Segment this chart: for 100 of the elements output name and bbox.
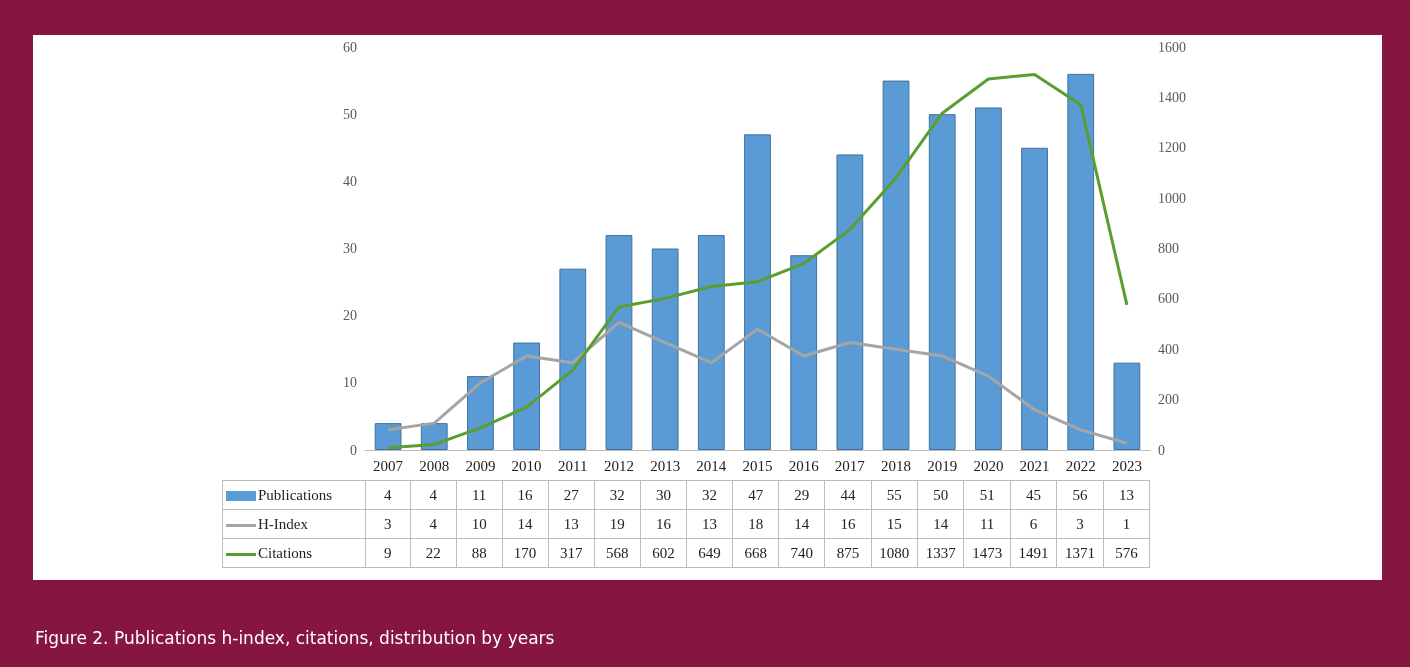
data-label: 13 <box>548 509 595 539</box>
data-label: 576 <box>1103 538 1150 568</box>
y2-tick-label: 200 <box>1158 392 1179 408</box>
y-tick-label: 0 <box>350 442 357 458</box>
y2-tick-label: 400 <box>1158 341 1179 357</box>
bar <box>974 107 1002 450</box>
data-label: 30 <box>640 480 687 510</box>
data-label: 15 <box>871 509 918 539</box>
data-label: 29 <box>778 480 825 510</box>
data-label: 1473 <box>963 538 1011 568</box>
y2-tick-label: 1600 <box>1158 39 1186 55</box>
data-label: 14 <box>778 509 825 539</box>
data-label: 19 <box>594 509 641 539</box>
data-label: 649 <box>686 538 733 568</box>
legend-label: Citations <box>258 544 313 561</box>
y-tick-label: 60 <box>343 39 357 55</box>
x-tick-label: 2014 <box>696 457 727 474</box>
legend-label: Publications <box>258 486 333 503</box>
x-tick-label: 2022 <box>1065 457 1096 474</box>
data-label: 11 <box>963 509 1011 539</box>
y2-tick-label: 600 <box>1158 291 1179 307</box>
y-tick-label: 20 <box>343 308 357 324</box>
y2-tick-label: 800 <box>1158 241 1179 256</box>
bar <box>559 268 587 450</box>
data-label: 55 <box>871 480 918 510</box>
data-label: 14 <box>502 509 549 539</box>
x-tick-label: 2021 <box>1019 457 1050 474</box>
x-tick-label: 2019 <box>927 457 958 474</box>
data-label: 875 <box>824 538 872 568</box>
bar <box>697 235 725 450</box>
bar <box>513 342 541 450</box>
bar <box>605 235 633 450</box>
x-tick-label: 2017 <box>834 457 866 474</box>
bar <box>790 255 818 450</box>
x-tick-label: 2018 <box>881 457 912 474</box>
bar <box>836 154 864 450</box>
bar <box>744 134 771 450</box>
data-label: 13 <box>686 509 733 539</box>
y-tick-label: 10 <box>343 375 357 391</box>
data-label: 88 <box>456 538 503 568</box>
data-label: 44 <box>824 480 872 510</box>
data-label: 32 <box>594 480 641 510</box>
bar <box>467 376 494 450</box>
data-label: 27 <box>548 480 595 510</box>
bar <box>1113 362 1141 450</box>
x-tick-label: 2013 <box>650 457 681 474</box>
data-label: 14 <box>917 509 964 539</box>
line-series <box>386 320 1129 445</box>
x-tick-label: 2016 <box>788 457 820 474</box>
data-label: 10 <box>456 509 503 539</box>
data-label: 56 <box>1056 480 1104 510</box>
y2-tick-label: 1200 <box>1158 140 1186 156</box>
x-tick-label: 2020 <box>973 457 1004 474</box>
data-label: 9 <box>365 538 411 568</box>
data-label: 45 <box>1010 480 1057 510</box>
x-tick-label: 2012 <box>603 457 634 474</box>
data-label: 16 <box>502 480 549 510</box>
x-tick-label: 2015 <box>742 457 773 474</box>
x-tick-label: 2011 <box>558 457 588 474</box>
data-label: 16 <box>824 509 872 539</box>
data-label: 1491 <box>1010 538 1057 568</box>
x-tick-label: 2008 <box>419 457 450 474</box>
y2-tick-label: 0 <box>1158 442 1165 458</box>
data-label: 317 <box>548 538 595 568</box>
x-tick-label: 2023 <box>1111 457 1142 474</box>
data-label: 740 <box>778 538 825 568</box>
bar <box>651 248 679 450</box>
data-label: 16 <box>640 509 687 539</box>
data-label: 4 <box>410 509 457 539</box>
bar <box>882 80 910 450</box>
data-label: 3 <box>365 509 411 539</box>
data-label: 32 <box>686 480 733 510</box>
x-tick-label: 2009 <box>465 457 496 474</box>
data-label: 22 <box>410 538 457 568</box>
x-tick-label: 2007 <box>373 457 404 474</box>
y-tick-label: 30 <box>343 241 357 256</box>
data-label: 1080 <box>871 538 918 568</box>
data-label: 1 <box>1103 509 1150 539</box>
data-label: 13 <box>1103 480 1150 510</box>
data-label: 47 <box>732 480 779 510</box>
data-label: 18 <box>732 509 779 539</box>
data-label: 568 <box>594 538 641 568</box>
x-tick-label: 2010 <box>511 457 542 474</box>
data-label: 170 <box>502 538 549 568</box>
data-label: 11 <box>456 480 503 510</box>
data-label: 4 <box>410 480 457 510</box>
bar <box>1021 147 1048 450</box>
data-label: 1337 <box>917 538 964 568</box>
legend-label: H-Index <box>258 515 308 532</box>
data-label: 51 <box>963 480 1011 510</box>
y-tick-label: 40 <box>343 173 357 189</box>
data-label: 6 <box>1010 509 1057 539</box>
data-label: 602 <box>640 538 687 568</box>
y-tick-label: 50 <box>343 106 357 122</box>
line-series <box>386 72 1129 450</box>
data-label: 1371 <box>1056 538 1104 568</box>
y2-tick-label: 1000 <box>1158 190 1186 206</box>
bar <box>1067 73 1095 450</box>
data-label: 50 <box>917 480 964 510</box>
data-label: 4 <box>365 480 411 510</box>
